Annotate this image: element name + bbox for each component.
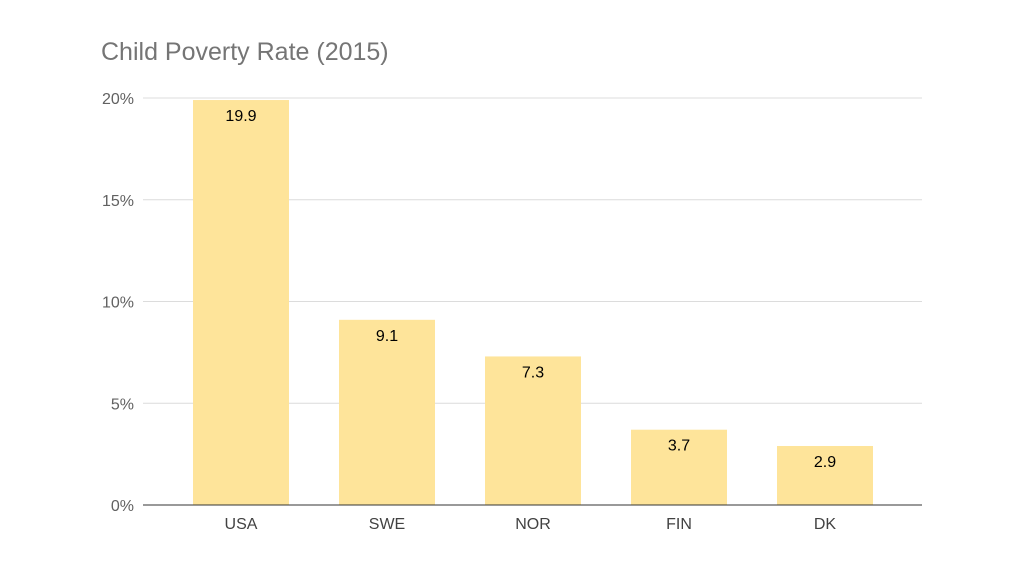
chart-title: Child Poverty Rate (2015) xyxy=(101,38,389,66)
data-label: 3.7 xyxy=(668,438,690,455)
data-label: 2.9 xyxy=(814,454,836,471)
y-tick-label: 10% xyxy=(102,295,134,312)
bar-fin xyxy=(631,429,727,505)
x-tick-label: DK xyxy=(814,516,837,533)
bar-swe xyxy=(339,319,435,505)
x-tick-label: FIN xyxy=(666,516,692,533)
bar-nor xyxy=(485,356,581,505)
data-label: 19.9 xyxy=(225,108,256,125)
data-label: 7.3 xyxy=(522,364,544,381)
data-label: 9.1 xyxy=(376,328,398,345)
x-tick-label: USA xyxy=(225,516,258,533)
y-tick-label: 20% xyxy=(102,91,134,108)
bar-usa xyxy=(193,100,289,505)
x-tick-label: NOR xyxy=(515,516,551,533)
y-tick-label: 0% xyxy=(111,498,134,515)
x-tick-label: SWE xyxy=(369,516,405,533)
y-tick-label: 5% xyxy=(111,396,134,413)
y-tick-label: 15% xyxy=(102,193,134,210)
bar-dk xyxy=(777,445,873,505)
